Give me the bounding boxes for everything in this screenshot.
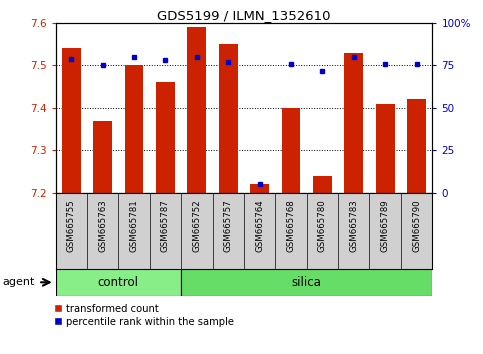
Bar bbox=[187, 27, 206, 193]
Text: GSM665757: GSM665757 bbox=[224, 199, 233, 252]
Bar bbox=[219, 44, 238, 193]
Title: GDS5199 / ILMN_1352610: GDS5199 / ILMN_1352610 bbox=[157, 9, 331, 22]
Text: GSM665789: GSM665789 bbox=[381, 199, 390, 252]
Legend: transformed count, percentile rank within the sample: transformed count, percentile rank withi… bbox=[51, 301, 237, 330]
Bar bbox=[156, 82, 175, 193]
Text: GSM665764: GSM665764 bbox=[255, 199, 264, 252]
Text: GSM665763: GSM665763 bbox=[98, 199, 107, 252]
Bar bbox=[344, 53, 363, 193]
Text: GSM665768: GSM665768 bbox=[286, 199, 296, 252]
Text: GSM665752: GSM665752 bbox=[192, 199, 201, 252]
Text: agent: agent bbox=[2, 277, 35, 287]
Text: GSM665780: GSM665780 bbox=[318, 199, 327, 252]
Text: GSM665790: GSM665790 bbox=[412, 199, 421, 252]
Bar bbox=[62, 48, 81, 193]
Bar bbox=[93, 121, 112, 193]
Bar bbox=[407, 99, 426, 193]
Bar bbox=[313, 176, 332, 193]
Text: GSM665781: GSM665781 bbox=[129, 199, 139, 252]
Text: GSM665783: GSM665783 bbox=[349, 199, 358, 252]
Text: GSM665755: GSM665755 bbox=[67, 199, 76, 252]
Bar bbox=[250, 184, 269, 193]
Bar bbox=[282, 108, 300, 193]
Bar bbox=[125, 65, 143, 193]
Text: silica: silica bbox=[292, 276, 322, 289]
Bar bbox=[56, 269, 181, 296]
Text: control: control bbox=[98, 276, 139, 289]
Bar bbox=[181, 269, 432, 296]
Bar bbox=[376, 104, 395, 193]
Text: GSM665787: GSM665787 bbox=[161, 199, 170, 252]
